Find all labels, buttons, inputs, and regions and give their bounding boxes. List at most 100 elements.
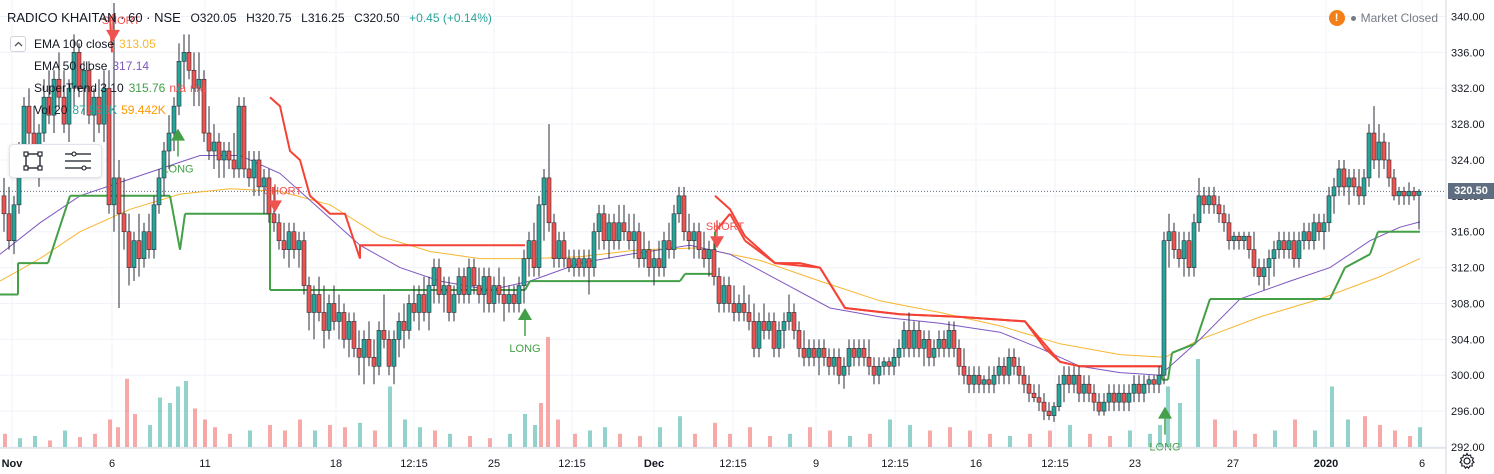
candle-body: [361, 339, 367, 358]
candle-body: [366, 339, 372, 358]
candle-body: [771, 321, 777, 349]
candle-body: [421, 294, 427, 313]
last-price-label: 320.50: [1448, 183, 1494, 200]
candle-body: [1136, 383, 1142, 394]
volume-bar: [1363, 416, 1367, 447]
candle-body: [1001, 365, 1007, 376]
candle-body: [356, 348, 362, 358]
volume-bar: [533, 425, 537, 447]
candle-body: [851, 348, 857, 358]
candle-body: [946, 330, 952, 349]
volume-bar: [1330, 386, 1334, 447]
candle-body: [381, 330, 387, 340]
volume-bar: [928, 430, 932, 447]
candle-body: [186, 52, 192, 71]
long-label: LONG: [162, 164, 193, 176]
legend-value: 317.14: [112, 59, 150, 73]
x-tick-label: 23: [1129, 458, 1141, 470]
collapse-legend-button[interactable]: [10, 36, 26, 52]
symbol-header: RADICO KHAITAN · 60 · NSE O320.05 H320.7…: [7, 10, 492, 25]
candle-body: [1231, 235, 1237, 241]
candle-body: [1106, 392, 1112, 403]
volume-bar: [523, 414, 527, 447]
candle-body: [676, 195, 682, 215]
candle-body: [1196, 195, 1202, 224]
volume-bar: [539, 403, 543, 447]
y-tick-label: 332.00: [1451, 83, 1485, 95]
short-label: SHORT: [706, 221, 745, 233]
volume-bar: [1128, 430, 1132, 447]
candle-body: [766, 321, 772, 331]
volume-bar: [828, 430, 832, 447]
candle-body: [906, 330, 912, 349]
candle-body: [1411, 191, 1417, 197]
candle-body: [1066, 374, 1072, 385]
candle-body: [286, 231, 292, 250]
candle-body: [211, 141, 217, 152]
candle-body: [581, 258, 587, 268]
candle-body: [1361, 177, 1367, 197]
candle-body: [1321, 222, 1327, 233]
candle-body: [471, 267, 477, 286]
volume-bar: [298, 419, 302, 447]
candle-body: [756, 321, 762, 349]
candle-body: [1356, 186, 1362, 197]
x-tick-label: 6: [109, 458, 115, 470]
legend-row-ema100[interactable]: EMA 100 close 313.05: [10, 33, 207, 55]
symbol-title[interactable]: RADICO KHAITAN · 60 · NSE: [7, 10, 181, 25]
candle-body: [1371, 132, 1377, 161]
legend-value: n/a: [169, 81, 187, 95]
candle-body: [6, 213, 12, 241]
candle-body: [1146, 379, 1152, 385]
volume-bar: [1418, 427, 1422, 447]
candle-body: [1256, 267, 1262, 277]
legend-row-ema50[interactable]: EMA 50 close 317.14: [10, 55, 207, 77]
volume-bar: [116, 427, 120, 447]
long-arrow: [518, 307, 532, 320]
x-tick-label: 18: [330, 458, 342, 470]
candle-body: [1171, 231, 1177, 250]
volume-bar: [48, 440, 52, 447]
candle-body: [1381, 141, 1387, 161]
volume-bar: [948, 427, 952, 447]
ema50-line: [0, 155, 1421, 376]
volume-bar: [93, 433, 97, 447]
market-status[interactable]: ! Market Closed: [1328, 10, 1438, 26]
candle-body: [826, 357, 832, 367]
candle-body: [51, 78, 57, 116]
candle-body: [506, 294, 512, 304]
candle-body: [1281, 240, 1287, 250]
supertrend-down-line: [269, 96, 525, 259]
candle-body: [116, 177, 122, 215]
volume-bar: [573, 433, 577, 447]
candle-body: [631, 231, 637, 241]
candle-body: [796, 330, 802, 349]
candle-body: [571, 258, 577, 268]
volume-bar: [888, 419, 892, 447]
settings-menu-button[interactable]: [56, 145, 102, 177]
candle-body: [991, 374, 997, 385]
legend-row-supertrend[interactable]: SuperTrend 3 10 315.76 n/a n/a: [10, 77, 207, 99]
candle-body: [1011, 357, 1017, 367]
candle-body: [611, 222, 617, 241]
volume-bar: [1196, 359, 1200, 447]
candle-body: [1291, 240, 1297, 259]
candle-body: [201, 78, 207, 134]
volume-bar: [1008, 436, 1012, 447]
legend-value: 87.956K: [72, 103, 118, 117]
candle-body: [651, 258, 657, 268]
candle-body: [466, 267, 472, 295]
volume-bar: [283, 430, 287, 447]
rectangle-tool-button[interactable]: [10, 145, 56, 177]
legend-row-vol[interactable]: Vol 20 87.956K 59.442K: [10, 99, 207, 121]
candle-body: [251, 159, 257, 179]
candle-body: [461, 276, 467, 295]
candle-body: [396, 321, 402, 340]
candle-body: [1311, 222, 1317, 241]
candle-body: [491, 285, 497, 304]
gear-icon[interactable]: [1458, 452, 1476, 470]
candle-body: [101, 87, 107, 125]
x-tick-label: 6: [1419, 458, 1425, 470]
